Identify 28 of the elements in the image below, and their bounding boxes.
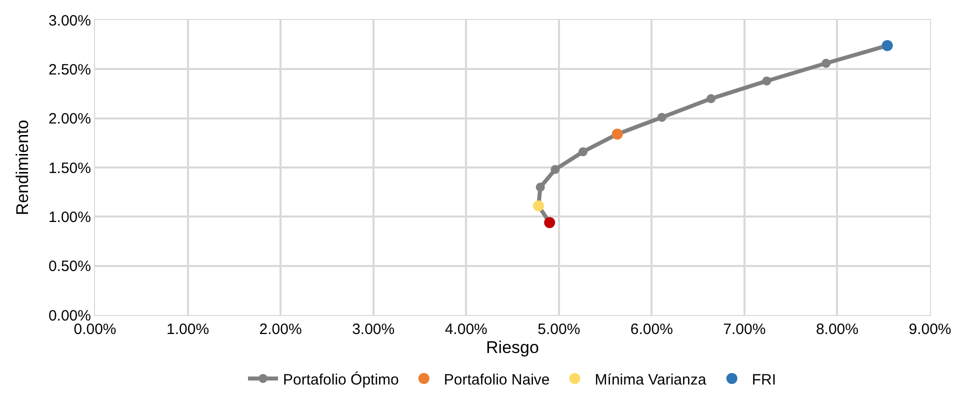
point — [762, 76, 772, 86]
legend-label: Mínima Varianza — [594, 371, 707, 388]
point — [657, 112, 666, 122]
y-tick-label: 1.50% — [48, 160, 91, 177]
x-axis-title: Riesgo — [486, 338, 539, 357]
y-axis-title: Rendimiento — [13, 120, 32, 216]
point — [706, 94, 716, 104]
y-tick-label: 1.00% — [48, 208, 91, 226]
y-tick-label: 0.50% — [48, 258, 91, 276]
x-tick-label: 1.00% — [166, 321, 210, 338]
point — [550, 164, 560, 174]
y-tick-label: 2.50% — [48, 61, 91, 78]
y-tick-label: 2.00% — [48, 110, 91, 128]
x-tick-label: 6.00% — [630, 321, 673, 338]
x-tick-label: 3.00% — [352, 321, 395, 338]
legend-label: Portafolio Óptimo — [283, 370, 399, 388]
point — [536, 182, 545, 192]
x-tick-label: 5.00% — [538, 321, 580, 338]
point — [822, 58, 831, 68]
legend-label: Portafolio Naive — [444, 371, 550, 388]
x-tick-label: 2.00% — [259, 321, 302, 338]
y-tick-label: 3.00% — [48, 12, 91, 30]
x-tick-label: 4.00% — [444, 321, 488, 338]
x-tick-label: 7.00% — [723, 321, 766, 338]
legend-label: FRI — [752, 371, 776, 388]
x-tick-label: 9.00% — [908, 321, 952, 338]
point — [578, 147, 588, 156]
x-tick-label: 8.00% — [816, 321, 858, 338]
